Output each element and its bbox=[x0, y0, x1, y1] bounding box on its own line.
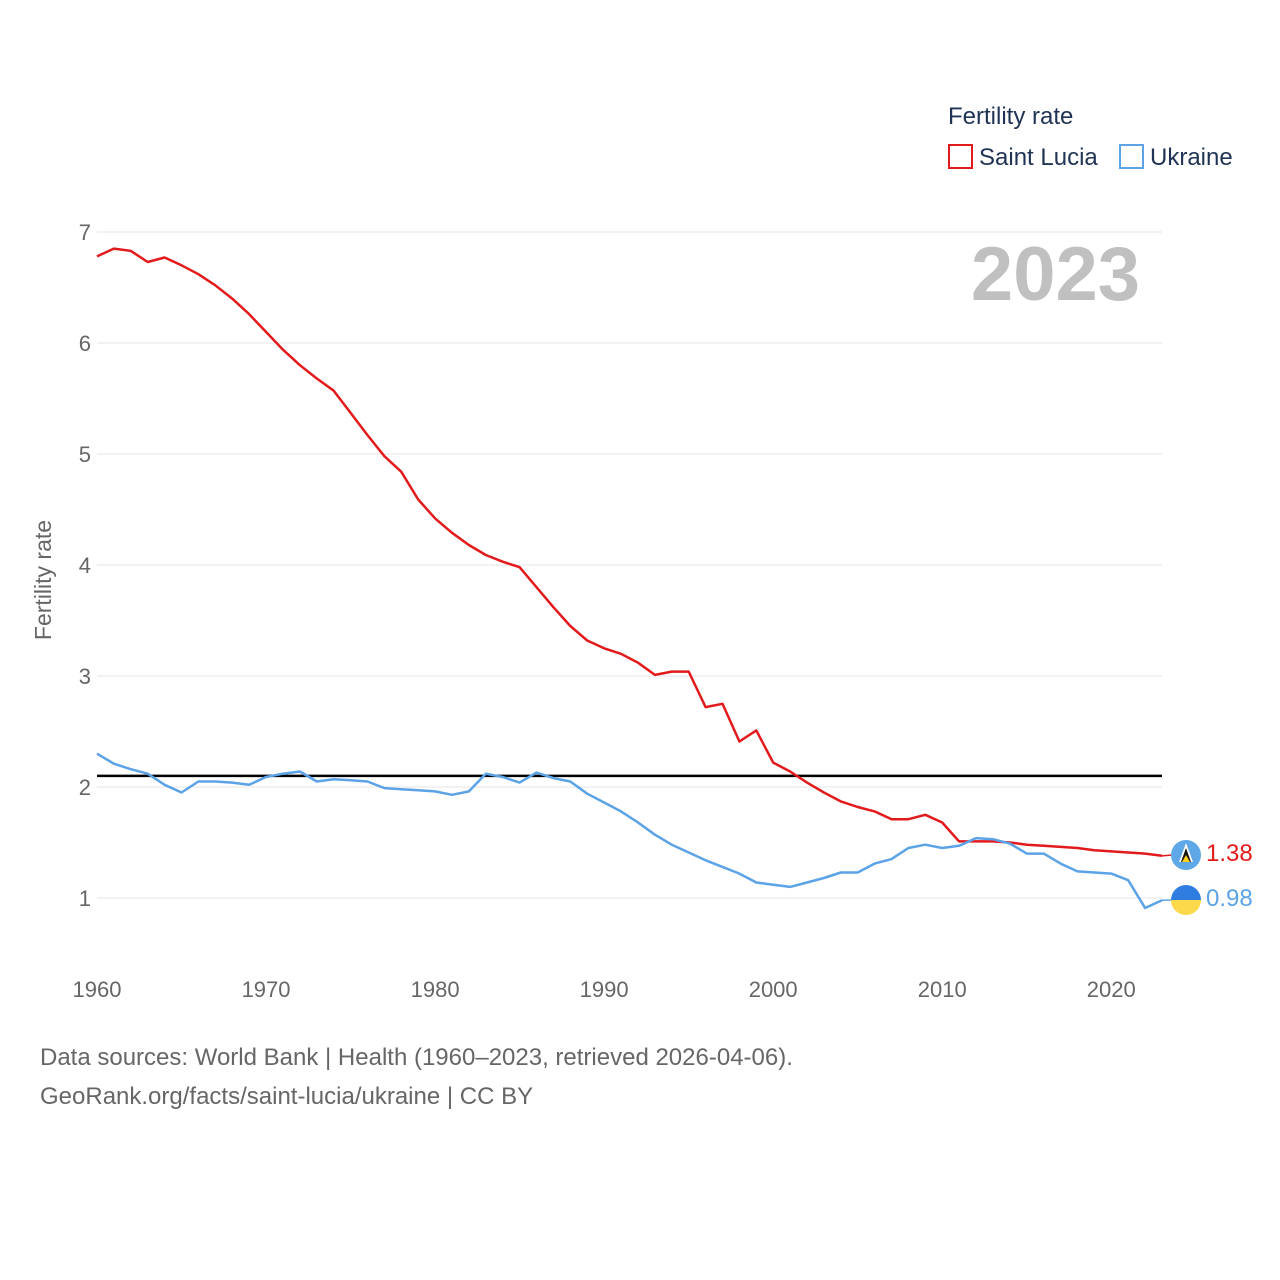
y-tick-label: 3 bbox=[79, 664, 91, 689]
legend-title: Fertility rate bbox=[948, 103, 1073, 130]
y-tick-label: 7 bbox=[79, 220, 91, 245]
series-layer bbox=[96, 247, 1173, 910]
x-tick-label: 1990 bbox=[580, 977, 629, 1002]
end-connector-saint-lucia bbox=[1161, 854, 1173, 857]
footer-sources: Data sources: World Bank | Health (1960–… bbox=[40, 1044, 793, 1071]
y-axis-ticks: 1 2 3 4 5 6 7 bbox=[79, 220, 91, 911]
x-tick-label: 1970 bbox=[242, 977, 291, 1002]
series-line-saint-lucia bbox=[96, 247, 1163, 858]
y-axis-label: Fertility rate bbox=[30, 520, 56, 640]
grid-lines bbox=[97, 231, 1162, 899]
y-tick-label: 1 bbox=[79, 886, 91, 911]
ukraine-flag-icon bbox=[1171, 885, 1201, 915]
footer-credit[interactable]: GeoRank.org/facts/saint-lucia/ukraine | … bbox=[40, 1083, 534, 1110]
legend-item-ukraine[interactable]: Ukraine bbox=[1119, 144, 1233, 171]
current-year-label: 2023 bbox=[971, 232, 1140, 317]
legend-swatch-ukraine bbox=[1119, 144, 1144, 169]
legend-label-saint-lucia: Saint Lucia bbox=[979, 144, 1098, 171]
end-value-ukraine: 0.98 bbox=[1206, 885, 1253, 912]
legend-item-saint-lucia[interactable]: Saint Lucia bbox=[948, 144, 1098, 171]
x-axis-ticks: 1960 1970 1980 1990 2000 2010 2020 bbox=[73, 977, 1136, 1002]
legend-label-ukraine: Ukraine bbox=[1150, 144, 1233, 171]
legend-swatch-saint-lucia bbox=[948, 144, 973, 169]
legend: Fertility rate Saint Lucia Ukraine bbox=[948, 103, 1233, 171]
x-tick-label: 1960 bbox=[73, 977, 122, 1002]
series-line-ukraine bbox=[96, 752, 1163, 910]
end-marker-saint-lucia: 1.38 bbox=[1171, 840, 1253, 870]
x-tick-label: 1980 bbox=[411, 977, 460, 1002]
y-tick-label: 6 bbox=[79, 331, 91, 356]
end-value-saint-lucia: 1.38 bbox=[1206, 840, 1253, 867]
x-tick-label: 2000 bbox=[749, 977, 798, 1002]
end-marker-ukraine: 0.98 bbox=[1171, 885, 1253, 915]
y-tick-label: 4 bbox=[79, 553, 91, 578]
y-tick-label: 5 bbox=[79, 442, 91, 467]
y-tick-label: 2 bbox=[79, 775, 91, 800]
x-tick-label: 2010 bbox=[918, 977, 967, 1002]
fertility-rate-chart: 1 2 3 4 5 6 7 1960 1970 1980 1990 2000 2010 2020 Fer… bbox=[30, 103, 1253, 1002]
saint-lucia-flag-icon bbox=[1171, 840, 1201, 870]
x-tick-label: 2020 bbox=[1087, 977, 1136, 1002]
